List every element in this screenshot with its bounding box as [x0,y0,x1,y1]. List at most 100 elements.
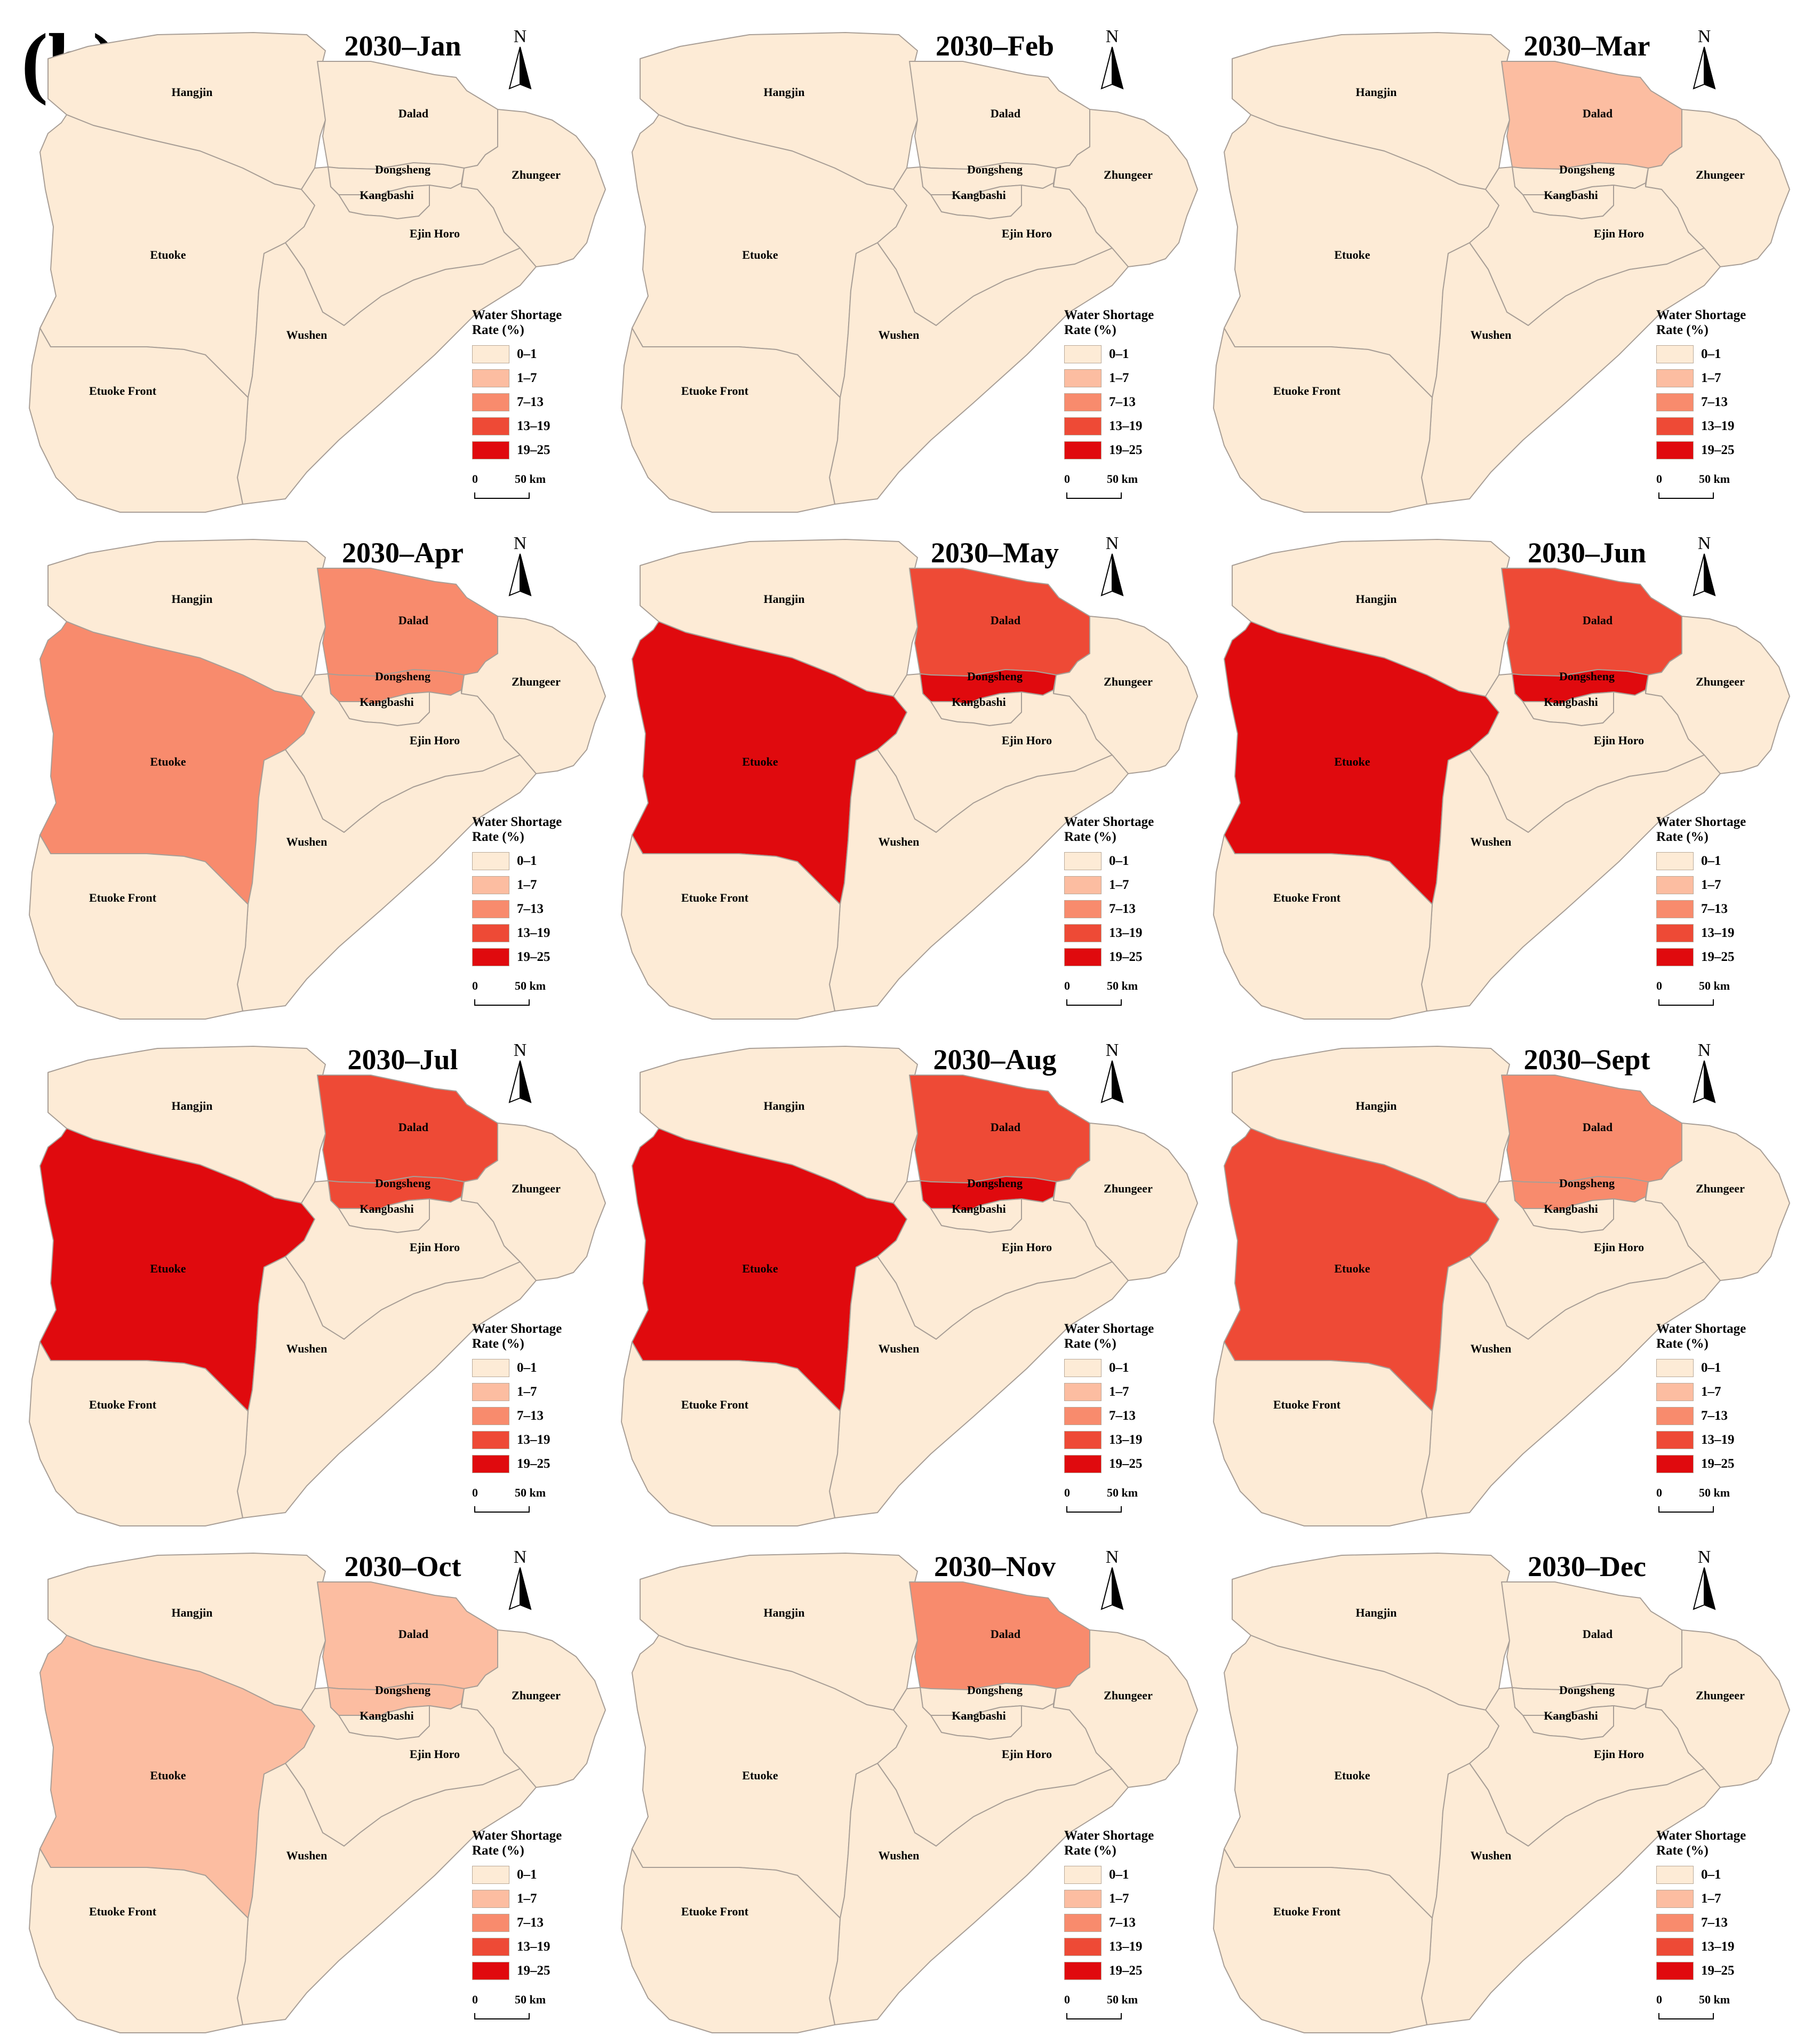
county-label-etuoke: Etuoke [1334,1769,1370,1782]
county-label-dalad: Dalad [991,1120,1020,1134]
legend-label: 19–25 [517,1963,550,1978]
legend-entry: 19–25 [472,1959,600,1983]
legend-entry: 0–1 [1656,1863,1784,1887]
legend: Water Shortage Rate (%) 0–1 1–7 7–13 13–19 19–… [1064,308,1192,462]
county-label-etuoke: Etuoke [1334,248,1370,261]
legend-swatch [1656,1358,1694,1377]
north-arrow-icon: N [504,534,536,598]
county-label-etuoke-front: Etuoke Front [89,384,157,397]
legend-label: 19–25 [1701,1963,1735,1978]
county-label-ejin-horo: Ejin Horo [410,734,460,747]
legend-swatch [1656,1961,1694,1980]
legend-label: 13–19 [517,418,550,433]
county-label-ejin-horo: Ejin Horo [410,227,460,240]
county-label-dongsheng: Dongsheng [375,163,430,176]
county-etuoke-front [29,1341,249,1526]
legend-entry: 7–13 [1064,1911,1192,1935]
north-label: N [1697,534,1711,553]
legend-swatch [1656,1406,1694,1425]
scale-max: 50 km [1107,1486,1138,1499]
north-label: N [513,27,527,46]
legend-swatch [1064,369,1101,387]
county-label-hangjin: Hangjin [171,1099,212,1112]
legend-entry: 19–25 [1656,945,1784,969]
legend-swatch [1656,876,1694,894]
scale-zero: 0 [1064,979,1070,992]
legend-entry: 1–7 [1064,1380,1192,1404]
legend-swatch [472,1913,509,1932]
north-label: N [1697,27,1711,46]
county-label-hangjin: Hangjin [1355,1606,1396,1619]
map-panel-jul: Hangjin Dalad Zhungeer Dongsheng Kangbashi Ej… [8,1027,606,1534]
legend-swatch [1656,1889,1694,1908]
scale-max: 50 km [515,472,546,486]
map-panel-sept: Hangjin Dalad Zhungeer Dongsheng Kangbashi Ej… [1192,1027,1790,1534]
legend-entry: 13–19 [1064,921,1192,945]
legend-entry: 19–25 [1656,1452,1784,1476]
county-label-dongsheng: Dongsheng [1559,1683,1615,1697]
legend-entry: 1–7 [472,1380,600,1404]
map-title: 2030–May [931,537,1059,569]
legend-swatch [1656,441,1694,459]
legend-entry: 13–19 [472,1428,600,1452]
legend-swatch [1064,1406,1101,1425]
legend-entry: 0–1 [472,1356,600,1380]
legend-label: 13–19 [1701,418,1735,433]
legend-swatch [1064,1913,1101,1932]
legend-label: 19–25 [517,949,550,964]
scale-bar: 0 50 km [1064,1486,1171,1518]
legend-swatch [1656,1865,1694,1884]
county-label-wushen: Wushen [1471,328,1512,341]
county-label-hangjin: Hangjin [763,1099,804,1112]
county-label-kangbashi: Kangbashi [952,188,1006,202]
legend-label: 19–25 [517,1456,550,1471]
county-map: Hangjin Dalad Zhungeer Dongsheng Kangbashi Ej… [29,539,606,1020]
north-label: N [513,534,527,553]
county-wushen [237,749,537,1012]
legend-entry: 7–13 [1656,1911,1784,1935]
county-map: Hangjin Dalad Zhungeer Dongsheng Kangbashi Ej… [621,539,1198,1020]
legend-entry: 0–1 [1656,342,1784,366]
legend-title: Water Shortage [1656,308,1746,322]
legend-label: 0–1 [1701,1360,1721,1375]
legend-label: 19–25 [1701,1456,1735,1471]
scale-bar-line [1658,2013,1714,2019]
county-wushen [1421,1256,1721,1518]
legend-label: 13–19 [517,925,550,940]
county-label-kangbashi: Kangbashi [360,188,414,202]
scale-zero: 0 [472,472,478,486]
county-etuoke-front [29,834,249,1020]
county-label-dongsheng: Dongsheng [1559,670,1615,683]
scale-bar-line [474,2013,530,2019]
legend-title: Water Shortage [472,308,562,322]
legend-label: 7–13 [517,394,544,409]
legend-label: 7–13 [1701,394,1728,409]
county-wushen [829,242,1129,505]
legend-entry: 1–7 [1656,366,1784,390]
legend-title: Water Shortage [1064,1828,1154,1843]
legend-entry: 7–13 [472,897,600,921]
county-label-etuoke-front: Etuoke Front [89,891,157,904]
north-label: N [513,1040,527,1060]
legend-title: Water Shortage [1656,1828,1746,1843]
legend-swatch [1064,345,1101,363]
legend-swatch [1064,924,1101,942]
scale-bar-line [474,492,530,499]
legend-swatch [1656,393,1694,411]
county-label-zhungeer: Zhungeer [1696,675,1745,688]
legend-subtitle: Rate (%) [1656,323,1709,337]
county-wushen [237,1256,537,1518]
scale-zero: 0 [1064,1486,1070,1499]
county-label-etuoke: Etuoke [742,248,778,261]
legend-swatch [1656,1913,1694,1932]
legend-entry: 13–19 [1656,921,1784,945]
legend-label: 7–13 [1701,901,1728,916]
legend-entry: 1–7 [1656,1887,1784,1911]
county-etuoke-front [621,834,841,1020]
county-label-wushen: Wushen [286,1849,328,1862]
scale-zero: 0 [1064,1993,1070,2006]
county-label-dalad: Dalad [991,614,1020,627]
legend-entry: 19–25 [1064,1452,1192,1476]
legend-entry: 7–13 [472,390,600,414]
